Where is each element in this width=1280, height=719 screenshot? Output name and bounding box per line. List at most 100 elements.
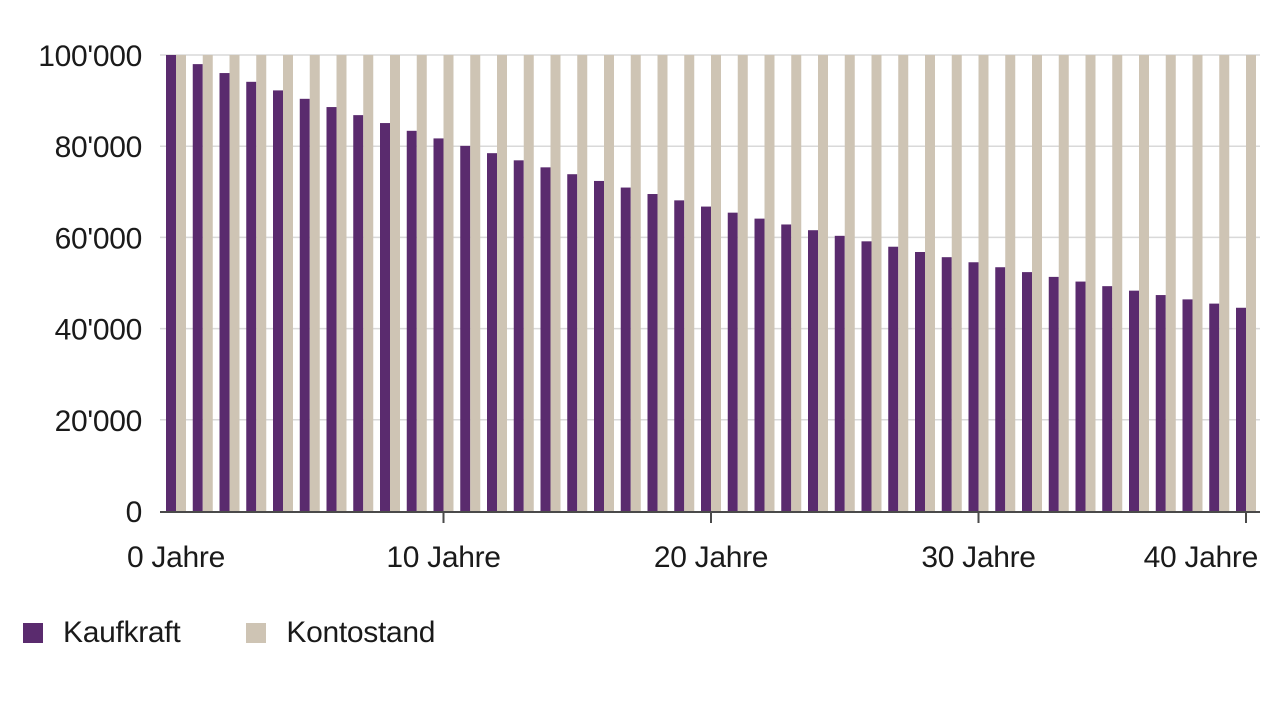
bar-kaufkraft <box>941 257 952 511</box>
bar-kontostand <box>1139 55 1149 511</box>
legend-swatch-kontostand-icon <box>246 623 267 643</box>
bar-kaufkraft <box>701 206 711 512</box>
bar-kaufkraft <box>888 246 899 511</box>
bar-kaufkraft <box>299 98 310 512</box>
bar-kontostand <box>497 55 507 511</box>
bar-kaufkraft <box>406 130 417 511</box>
bar-kontostand <box>1192 55 1203 511</box>
bar-kaufkraft <box>567 174 578 511</box>
x-axis-label: 0 Jahre <box>127 541 225 574</box>
bar-kontostand <box>604 55 614 511</box>
bar-kontostand <box>737 55 748 511</box>
bar-kontostand <box>443 55 454 511</box>
bar-kontostand <box>577 55 588 511</box>
bar-kontostand <box>229 55 240 511</box>
bar-kaufkraft <box>513 160 524 511</box>
bar-kaufkraft <box>647 194 658 511</box>
bar-kaufkraft <box>433 138 444 511</box>
bar-kaufkraft <box>594 180 604 511</box>
bar-kaufkraft <box>1209 303 1220 511</box>
y-axis-label: 60'000 <box>55 222 142 255</box>
bar-kontostand <box>523 55 534 511</box>
bar-kontostand <box>684 55 695 511</box>
bar-kontostand <box>791 55 802 511</box>
x-axis-label: 40 Jahre <box>1144 541 1258 574</box>
bar-kontostand <box>176 55 186 511</box>
bar-kontostand <box>202 55 213 511</box>
bar-kontostand <box>630 55 641 511</box>
bar-kontostand <box>1032 55 1042 511</box>
bar-kontostand <box>550 55 561 511</box>
bar-kaufkraft <box>246 81 257 512</box>
bar-kaufkraft <box>1102 286 1113 511</box>
bar-kaufkraft <box>487 153 497 512</box>
bar-kontostand <box>416 55 427 511</box>
bar-kaufkraft <box>861 241 872 511</box>
bar-kaufkraft <box>781 224 792 511</box>
bar-kaufkraft <box>727 212 738 511</box>
bar-kaufkraft <box>326 107 337 512</box>
bar-kaufkraft <box>915 252 925 511</box>
bar-kaufkraft <box>1182 299 1193 511</box>
x-axis-label: 30 Jahre <box>921 541 1035 574</box>
legend-item-kontostand: Kontostand <box>246 616 435 650</box>
legend-label-kontostand: Kontostand <box>286 616 436 649</box>
bar-kaufkraft <box>1155 295 1166 511</box>
bar-kontostand <box>871 55 882 511</box>
bar-kaufkraft <box>968 262 979 511</box>
bar-kontostand <box>1005 55 1016 511</box>
bar-kontostand <box>1112 55 1123 511</box>
bar-kaufkraft <box>192 64 203 512</box>
bar-kaufkraft <box>219 73 230 511</box>
bar-kaufkraft <box>166 55 176 511</box>
y-axis-label: 40'000 <box>55 314 142 347</box>
bar-kontostand <box>390 55 400 511</box>
y-axis-label: 0 <box>126 496 142 529</box>
bar-kontostand <box>1058 55 1069 511</box>
bar-kontostand <box>978 55 989 511</box>
bar-kaufkraft <box>620 187 631 511</box>
bar-kontostand <box>711 55 721 511</box>
bar-kaufkraft <box>460 145 471 511</box>
bar-kaufkraft <box>674 200 685 511</box>
bar-kaufkraft <box>1022 272 1032 511</box>
x-axis-label: 10 Jahre <box>386 541 500 574</box>
bar-kontostand <box>844 55 855 511</box>
bar-kontostand <box>925 55 935 511</box>
y-axis-label: 20'000 <box>55 405 142 438</box>
bar-kontostand <box>470 55 481 511</box>
bar-kaufkraft <box>995 267 1006 511</box>
bar-kontostand <box>818 55 828 511</box>
y-axis-label: 80'000 <box>55 131 142 164</box>
bar-kontostand <box>1219 55 1230 511</box>
bar-kaufkraft <box>380 123 390 511</box>
bar-kontostand <box>363 55 374 511</box>
legend-item-kaufkraft: Kaufkraft <box>23 616 181 650</box>
bar-chart-plot: 0 Jahre 10 Jahre 20 Jahre 30 Jahre 40 Jahre 0… <box>38 40 1260 574</box>
bar-kaufkraft <box>808 230 818 511</box>
bar-kaufkraft <box>1075 281 1086 511</box>
bar-kontostand <box>1085 55 1096 511</box>
bar-kontostand <box>336 55 347 511</box>
legend-label-kaufkraft: Kaufkraft <box>63 616 181 649</box>
chart-legend: Kaufkraft Kontostand <box>23 616 435 650</box>
bar-kontostand <box>1165 55 1176 511</box>
bar-kontostand <box>951 55 962 511</box>
bar-kaufkraft <box>273 90 283 511</box>
bar-kaufkraft <box>1048 276 1059 511</box>
bar-kontostand <box>764 55 775 511</box>
bar-kaufkraft <box>754 218 765 512</box>
bar-kontostand <box>256 55 267 511</box>
x-axis-label: 20 Jahre <box>654 541 768 574</box>
bar-kaufkraft <box>540 167 551 512</box>
bar-kaufkraft <box>1236 307 1246 511</box>
bar-kontostand <box>898 55 909 511</box>
bar-kaufkraft <box>834 235 845 511</box>
bar-kontostand <box>309 55 320 511</box>
bar-kontostand <box>657 55 668 511</box>
legend-swatch-kaufkraft-icon <box>23 623 43 643</box>
bar-kontostand <box>283 55 293 511</box>
bar-kontostand <box>1246 55 1256 511</box>
bar-kaufkraft <box>353 115 364 511</box>
